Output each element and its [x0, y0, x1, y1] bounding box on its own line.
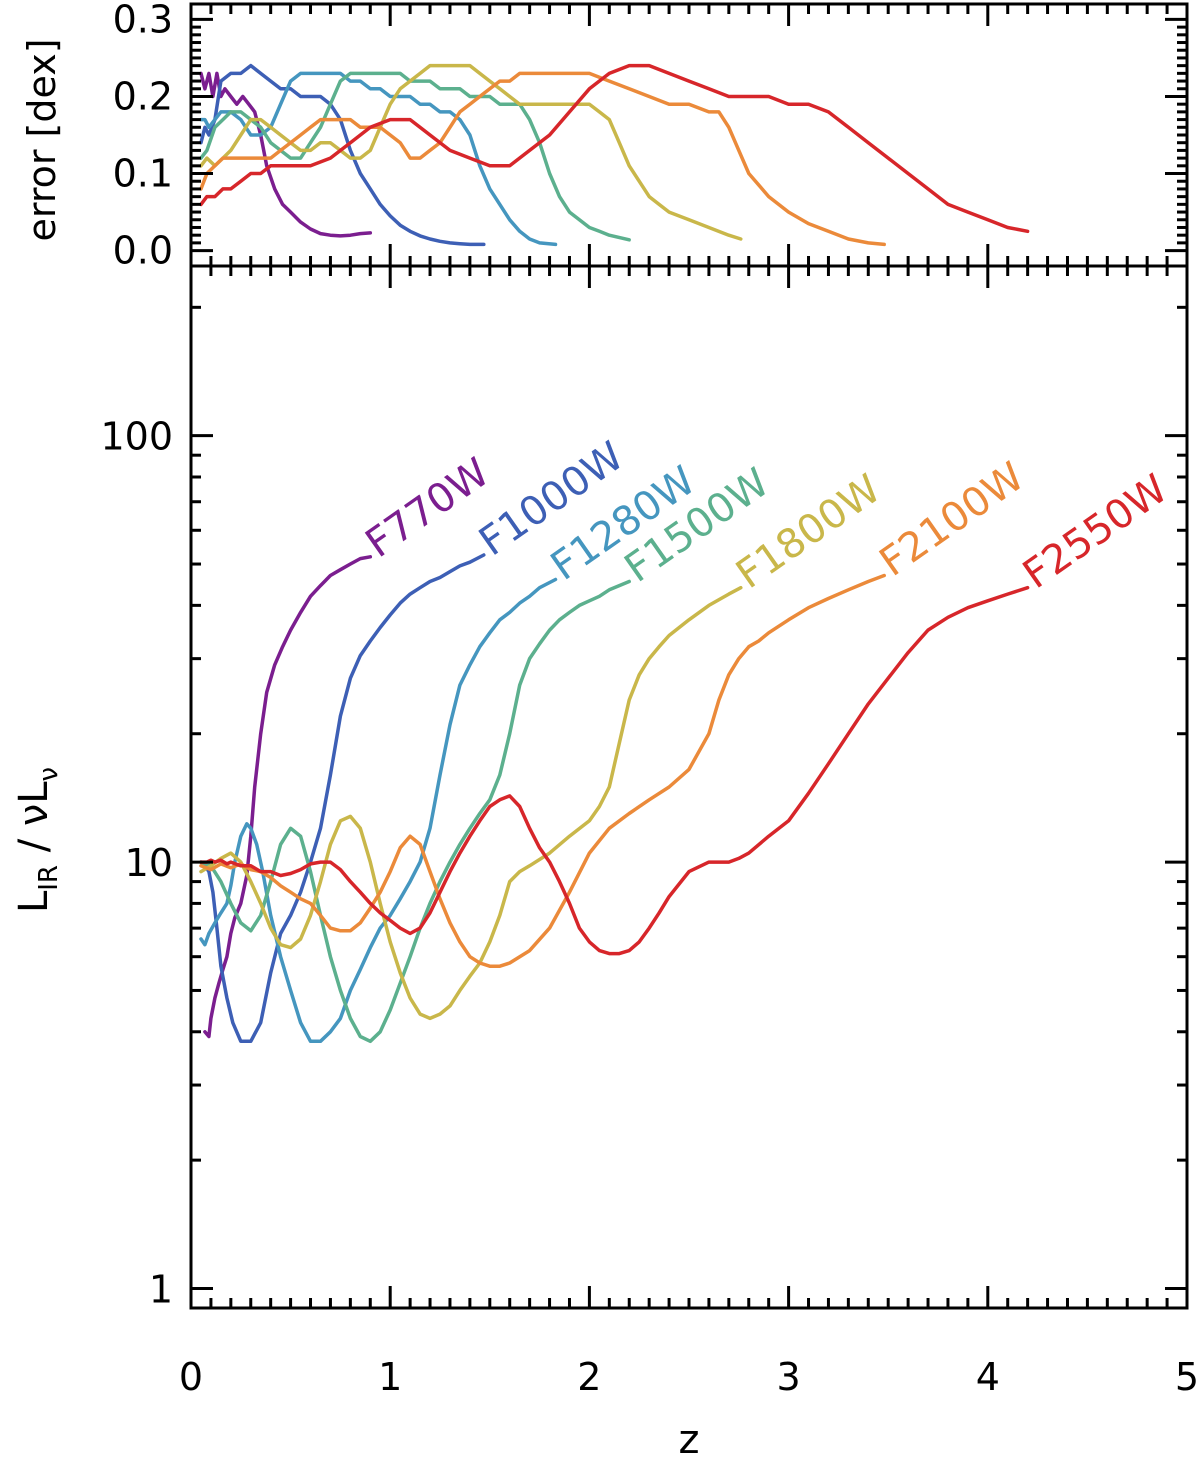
error-line-f1800w [199, 63, 743, 241]
error-panel: 0.0 0.1 0.2 0.3 error [dex] [20, 0, 1189, 273]
ylabel-sub-ir: IR [34, 865, 64, 891]
error-y-axis-label: error [dex] [20, 38, 64, 241]
x-tick-labels: 0 1 2 3 4 5 [179, 1355, 1199, 1399]
ratio-line-f770w [203, 555, 373, 1039]
x-tick-label: 0 [179, 1355, 203, 1399]
x-tick-label: 5 [1175, 1355, 1199, 1399]
error-y-tick-label: 0.3 [113, 0, 173, 41]
ratio-line-f1500w [199, 579, 631, 1044]
ratio-line-f2100w [199, 573, 886, 968]
ratio-series-group [199, 553, 1030, 1044]
ratio-line-f1000w [199, 553, 486, 1044]
error-y-tick-label: 0.0 [113, 229, 173, 273]
error-series-group [199, 63, 1030, 247]
x-tick-label: 2 [577, 1355, 601, 1399]
error-line-f1000w [199, 63, 486, 247]
x-tick-label: 3 [777, 1355, 801, 1399]
series-labels: F770WF1000WF1280WF1500WF1800WF2100WF2550… [358, 433, 1176, 598]
error-y-tick-label: 0.1 [113, 152, 173, 196]
series-label-f2550w: F2550W [1015, 466, 1176, 598]
ratio-y-tick-label: 100 [100, 415, 173, 459]
ratio-panel-frame [189, 264, 1189, 1310]
error-y-tick-labels: 0.0 0.1 0.2 0.3 [113, 0, 173, 273]
ratio-y-tick-labels: 1 10 100 [100, 415, 173, 1312]
ratio-axis-ticks [189, 266, 1189, 1308]
x-axis-label: z [679, 1417, 700, 1459]
x-tick-label: 1 [378, 1355, 402, 1399]
ratio-line-f1800w [199, 585, 743, 1021]
series-label-f2100w: F2100W [872, 454, 1033, 586]
ratio-line-f2550w [199, 585, 1030, 956]
error-y-tick-label: 0.2 [113, 74, 173, 118]
error-line-f2550w [199, 63, 1030, 234]
error-line-f2100w [199, 71, 886, 247]
x-tick-label: 4 [976, 1355, 1000, 1399]
error-line-f1500w [199, 71, 631, 242]
ratio-y-tick-label: 10 [125, 841, 173, 885]
ratio-y-tick-label: 1 [149, 1267, 173, 1311]
series-label-f770w: F770W [358, 450, 498, 567]
error-axis-ticks [189, 4, 1189, 266]
error-line-f1280w [199, 71, 558, 247]
ylabel-sub-nu: ν [34, 767, 64, 782]
ratio-y-axis-label: LIR / νLν [11, 767, 64, 913]
error-panel-frame [189, 2, 1189, 268]
ylabel-mid: / νL [11, 781, 57, 865]
ylabel-l: L [11, 890, 57, 913]
